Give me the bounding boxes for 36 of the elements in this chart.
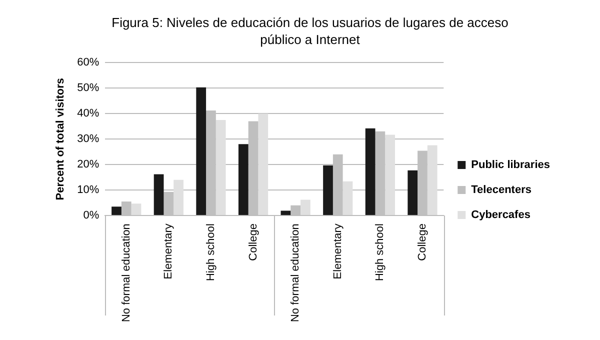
bar [131, 204, 142, 216]
bar [408, 170, 418, 216]
x-tick-label: High school [374, 224, 386, 282]
x-tick-label: College [416, 224, 429, 261]
y-axis-title: Percent of total visitors [54, 78, 67, 200]
bar [216, 120, 226, 216]
bar [112, 206, 122, 216]
bar [154, 174, 164, 216]
legend-label: Telecenters [471, 184, 532, 196]
x-tick-label: Elementary [162, 223, 175, 280]
bar [365, 128, 376, 216]
bar [300, 200, 310, 216]
x-tick-label: College [247, 224, 260, 261]
bar [427, 145, 438, 216]
x-tick-label: No formal education [290, 224, 302, 322]
bar [342, 181, 353, 216]
x-tick-label: Elementary [332, 223, 344, 280]
bar [385, 134, 395, 216]
bar [258, 114, 268, 216]
y-tick-label: 60% [77, 56, 100, 69]
y-tick-label: 40% [77, 108, 100, 120]
x-tick-label: No formal education [120, 224, 132, 322]
y-tick-label: 10% [77, 184, 100, 196]
legend-label: Cybercafes [471, 209, 530, 222]
y-tick-label: 0% [83, 210, 100, 222]
legend-label: Public libraries [471, 159, 550, 172]
x-tick-label: High school [205, 224, 218, 282]
bar [280, 210, 291, 216]
bar [174, 180, 184, 216]
y-tick-label: 20% [77, 158, 100, 171]
y-tick-label: 30% [77, 133, 100, 146]
y-tick-label: 50% [77, 82, 100, 94]
chart-title: Figura 5: Niveles de educación de los usuarios de lugares de acceso público a Internet [110, 14, 510, 48]
bar [323, 165, 333, 216]
bar [238, 144, 248, 216]
bar [196, 87, 206, 216]
